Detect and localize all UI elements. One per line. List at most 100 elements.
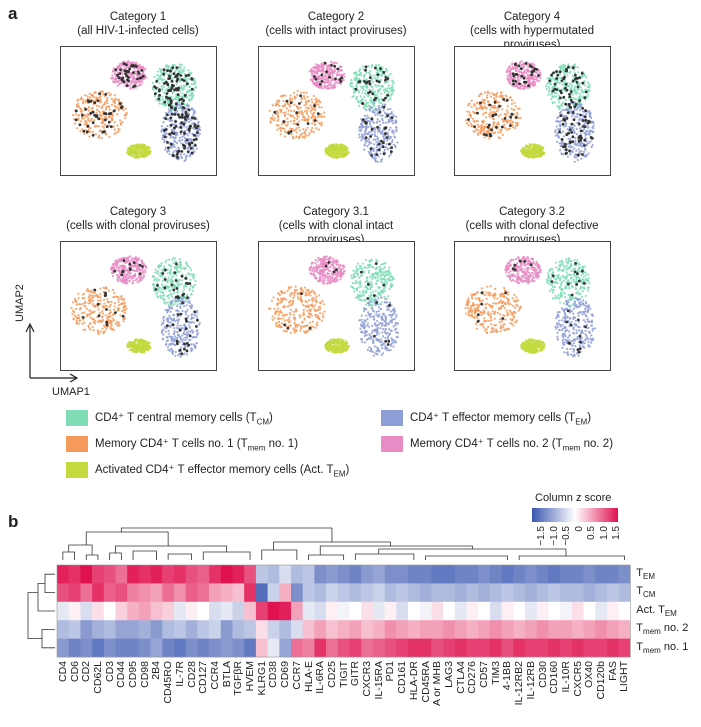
cell-point: [139, 279, 142, 282]
cell-point: [119, 122, 122, 125]
cell-point: [377, 108, 380, 111]
cell-point: [343, 155, 346, 158]
cell-point: [167, 149, 170, 152]
infected-cell-point: [562, 118, 565, 122]
cell-point: [334, 149, 337, 152]
infected-cell-point: [530, 73, 534, 77]
cell-point: [386, 108, 389, 111]
infected-cell-point: [556, 73, 560, 77]
cell-point: [75, 322, 78, 325]
infected-cell-point: [192, 138, 196, 142]
cell-point: [385, 112, 388, 116]
cell-point: [533, 83, 536, 86]
cell-point: [386, 148, 390, 151]
infected-cell-point: [569, 128, 572, 132]
cell-point: [539, 152, 542, 155]
cell-point: [392, 81, 395, 84]
cell-point: [160, 102, 163, 106]
cell-point: [167, 108, 170, 111]
cell-point: [123, 114, 126, 117]
cell-point: [383, 148, 386, 152]
cell-point: [97, 299, 100, 302]
cell-point: [106, 301, 110, 304]
cell-point: [360, 118, 363, 121]
cell-point: [300, 97, 303, 100]
infected-cell-point: [153, 92, 157, 96]
cell-point: [190, 83, 193, 86]
infected-cell-point: [164, 128, 168, 131]
cell-point: [492, 132, 495, 135]
cell-point: [505, 71, 508, 74]
cell-point: [180, 95, 183, 98]
cell-point: [477, 125, 480, 128]
cell-point: [178, 283, 181, 286]
cell-point: [181, 92, 184, 95]
cell-point: [108, 108, 111, 111]
cell-point: [307, 107, 311, 110]
infected-cell-point: [140, 69, 144, 72]
cell-point: [334, 154, 337, 157]
cell-point: [374, 157, 377, 160]
cell-point: [380, 74, 383, 77]
infected-cell-point: [105, 125, 109, 129]
umap-title-main: Category 4: [503, 11, 561, 23]
cell-point: [516, 107, 520, 110]
infected-cell-point: [180, 150, 184, 153]
cell-point: [120, 266, 123, 269]
cell-point: [555, 120, 558, 123]
infected-cell-point: [81, 113, 84, 117]
cell-point: [319, 115, 322, 118]
cell-point: [299, 133, 302, 136]
cell-point: [388, 129, 391, 132]
infected-cell-point: [176, 77, 179, 81]
cell-point: [575, 127, 578, 130]
cell-point: [382, 88, 385, 91]
cell-point: [114, 322, 117, 325]
cell-point: [82, 98, 85, 101]
cell-point: [338, 147, 341, 150]
infected-cell-point: [565, 88, 569, 92]
umap-plot-2: [258, 46, 415, 176]
cell-point: [180, 156, 183, 160]
cell-point: [583, 131, 586, 135]
cell-point: [359, 123, 363, 126]
infected-cell-point: [571, 140, 575, 144]
cell-point: [373, 153, 376, 156]
cell-point: [135, 156, 139, 159]
cell-point: [91, 294, 94, 297]
infected-cell-point: [338, 78, 342, 81]
cell-point: [122, 297, 125, 300]
cell-point: [299, 106, 302, 109]
cell-point: [282, 105, 285, 108]
cell-point: [297, 126, 301, 129]
cell-point: [112, 265, 116, 268]
cell-point: [371, 64, 374, 67]
cell-point: [355, 74, 358, 77]
cell-point: [313, 115, 316, 118]
infected-cell-point: [142, 74, 145, 78]
cell-point: [578, 150, 581, 153]
cell-point: [394, 115, 398, 118]
infected-cell-point: [374, 66, 377, 70]
cell-point: [174, 134, 177, 137]
cell-point: [135, 257, 138, 261]
cell-point: [324, 80, 327, 83]
infected-cell-point: [560, 138, 564, 141]
infected-cell-point: [581, 153, 584, 156]
infected-cell-point: [376, 73, 380, 76]
cell-point: [287, 113, 290, 116]
cell-point: [99, 299, 102, 302]
cell-point: [99, 302, 102, 305]
cell-point: [376, 135, 379, 138]
cell-point: [109, 303, 112, 306]
infected-cell-point: [164, 117, 168, 120]
cell-point: [111, 74, 114, 77]
cell-point: [277, 100, 280, 103]
cell-point: [138, 149, 141, 152]
cell-point: [368, 141, 372, 144]
cell-point: [391, 129, 394, 132]
cell-point: [555, 125, 558, 128]
infected-cell-point: [193, 124, 197, 128]
cell-point: [152, 81, 155, 84]
cell-point: [504, 127, 507, 130]
